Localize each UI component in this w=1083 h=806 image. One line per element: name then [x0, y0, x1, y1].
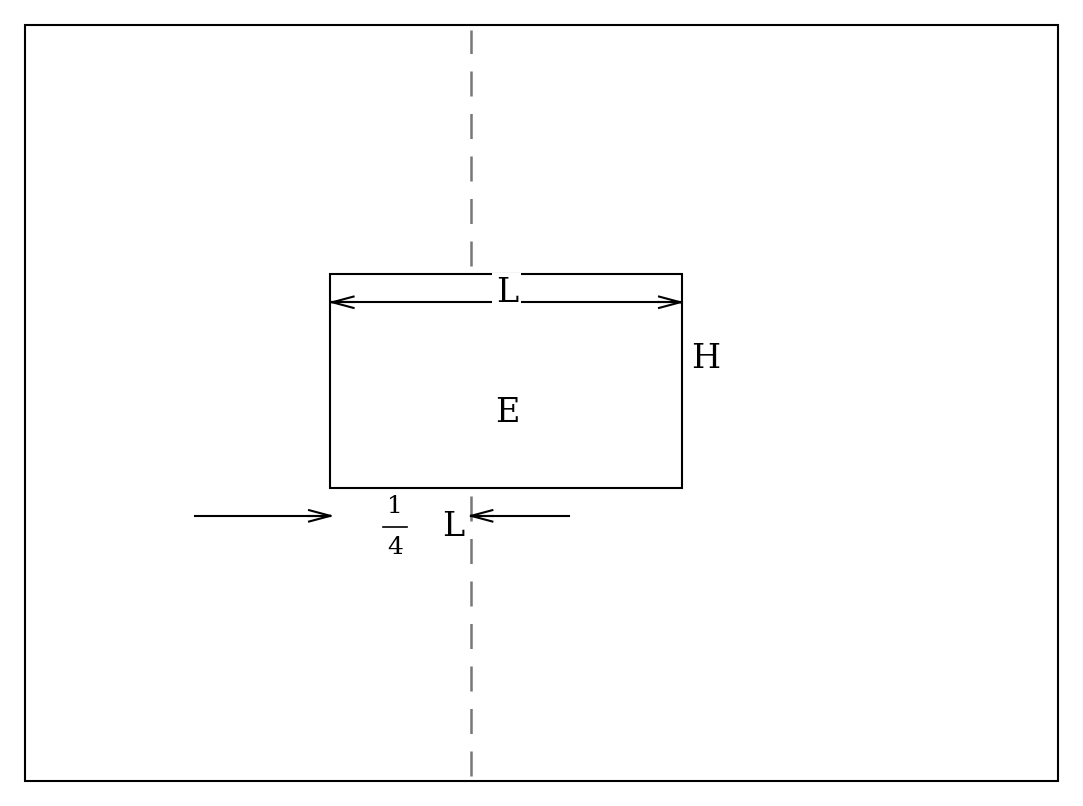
Text: L: L	[442, 511, 464, 543]
Text: 4: 4	[388, 536, 403, 559]
Text: H: H	[691, 343, 720, 375]
Text: E: E	[495, 397, 519, 429]
Text: L: L	[496, 276, 518, 309]
Text: 1: 1	[388, 495, 403, 518]
Bar	[330, 274, 682, 488]
